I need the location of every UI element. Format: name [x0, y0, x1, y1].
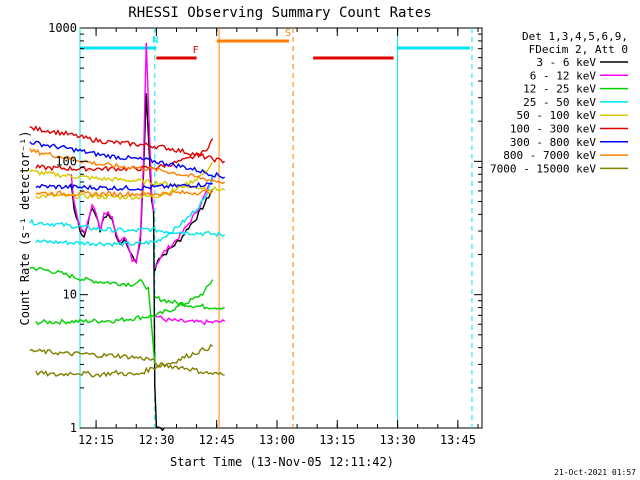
x-axis: 12:15 12:30 12:45 13:00 13:15 13:30 13:45 — [78, 28, 479, 447]
legend-label-2: 12 - 25 keV — [523, 83, 596, 96]
x-tick-label: 13:15 — [319, 433, 355, 447]
legend-label-7: 800 - 7000 keV — [503, 149, 596, 162]
series-7-segment-1 — [29, 148, 226, 185]
series-2-segment-2 — [154, 295, 225, 311]
attenuator-markers — [79, 28, 473, 428]
series-0-segment-0 — [154, 188, 214, 272]
series-5-segment-1 — [29, 125, 226, 164]
legend-header-line: FDecim 2, Att 0 — [529, 43, 628, 56]
x-tick-label: 12:15 — [78, 433, 114, 447]
series-6-segment-0 — [35, 181, 213, 192]
flag-label-f: F — [193, 45, 199, 56]
series-4-segment-1 — [29, 169, 226, 192]
series-3-segment-1 — [29, 218, 226, 238]
flag-label-n: N — [152, 35, 158, 46]
series-8-segment-2 — [154, 361, 225, 376]
chart-title: RHESSI Observing Summary Count Rates — [128, 5, 431, 21]
x-tick-label: 12:45 — [199, 433, 235, 447]
timestamp: 21-Oct-2021 01:57 — [554, 468, 636, 477]
legend-header-line: Det 1,3,4,5,6,9, — [522, 30, 628, 43]
series-1-segment-2 — [154, 315, 226, 326]
y-tick-label: 10 — [63, 288, 77, 302]
x-tick-label: 12:30 — [138, 433, 174, 447]
series-1-segment-1 — [70, 42, 155, 265]
series-1-segment-0 — [154, 177, 214, 269]
legend: Det 1,3,4,5,6,9,FDecim 2, Att 03 - 6 keV… — [490, 30, 628, 175]
series-7-segment-0 — [35, 189, 214, 198]
x-tick-label: 13:00 — [259, 433, 295, 447]
series-2-segment-1 — [29, 266, 156, 365]
y-axis-label: Count Rate (s⁻¹ detector⁻¹) — [18, 130, 32, 325]
legend-label-8: 7000 - 15000 keV — [490, 162, 596, 175]
legend-label-3: 25 - 50 keV — [523, 96, 596, 109]
legend-label-5: 100 - 300 keV — [510, 123, 596, 136]
series-6-segment-1 — [29, 140, 225, 179]
legend-label-6: 300 - 800 keV — [510, 136, 596, 149]
y-tick-label: 1000 — [48, 21, 77, 35]
y-axis: 1 10 100 1000 — [48, 21, 482, 435]
series-5-segment-0 — [35, 138, 214, 173]
data-series — [29, 42, 226, 432]
legend-label-1: 6 - 12 keV — [530, 69, 597, 82]
y-tick-label: 100 — [55, 154, 77, 168]
flag-label-s: S — [285, 28, 291, 39]
series-8-segment-0 — [35, 343, 214, 378]
legend-label-4: 50 - 100 keV — [517, 109, 597, 122]
series-2-segment-0 — [35, 279, 214, 326]
x-axis-label: Start Time (13-Nov-05 12:11:42) — [170, 455, 394, 469]
legend-label-0: 3 - 6 keV — [536, 56, 596, 69]
status-flags: N F S — [80, 28, 470, 60]
series-8-segment-1 — [29, 348, 156, 362]
y-tick-label: 1 — [70, 421, 77, 435]
x-tick-label: 13:30 — [380, 433, 416, 447]
x-tick-label: 13:45 — [440, 433, 476, 447]
series-3-segment-0 — [35, 174, 214, 248]
series-0-segment-2 — [154, 385, 165, 432]
